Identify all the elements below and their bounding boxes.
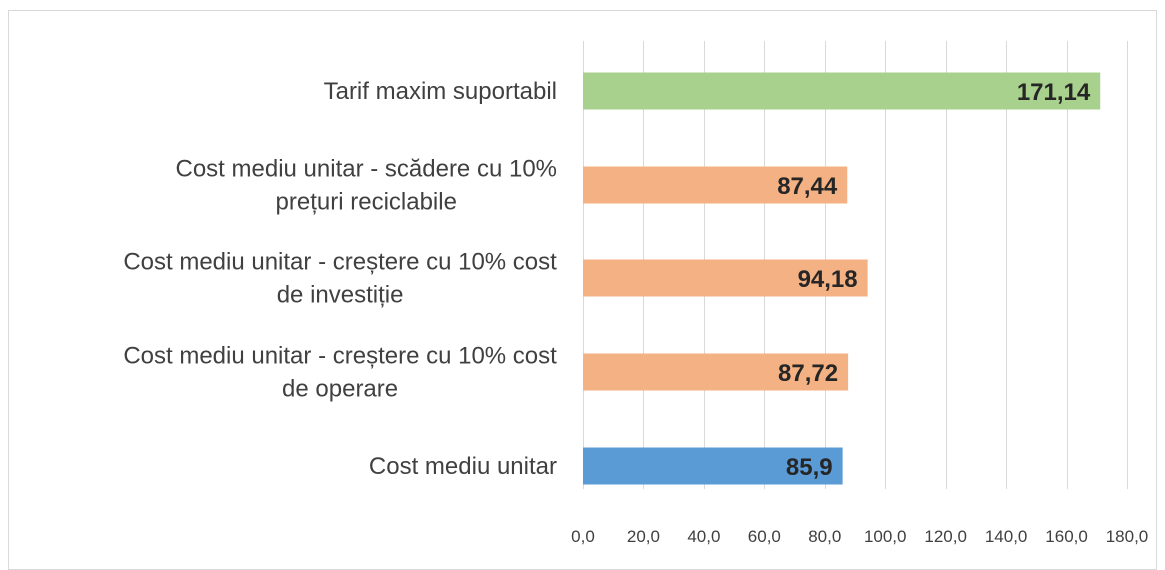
x-tick-label: 140,0 — [985, 527, 1028, 546]
x-tick-label: 60,0 — [748, 527, 781, 546]
x-tick-label: 20,0 — [627, 527, 660, 546]
x-tick-label: 180,0 — [1106, 527, 1149, 546]
category-label: Cost mediu unitar - scădere cu 10% prețur… — [175, 156, 557, 216]
category-label-line: de operare — [282, 376, 398, 403]
data-label: 87,44 — [777, 173, 838, 200]
x-axis-tick-labels: 0,0 20,0 40,0 60,0 80,0 100,0 120,0 140,0 160,0 1… — [571, 527, 1148, 546]
x-tick-label: 80,0 — [808, 527, 841, 546]
bars — [583, 72, 1101, 485]
x-tick-label: 160,0 — [1045, 527, 1088, 546]
category-labels: Tarif maxim suportabil Cost mediu unitar … — [123, 78, 557, 480]
category-label-line: Cost mediu unitar - creștere cu 10% cost — [123, 249, 557, 276]
category-label-line: Cost mediu unitar - scădere cu 10% — [175, 156, 557, 183]
x-tick-label: 100,0 — [864, 527, 907, 546]
category-label: Cost mediu unitar — [369, 453, 557, 480]
category-label: Cost mediu unitar - creștere cu 10% cost… — [123, 249, 557, 309]
x-tick-label: 120,0 — [924, 527, 967, 546]
category-label-line: Cost mediu unitar - creștere cu 10% cost — [123, 343, 557, 370]
data-label: 87,72 — [778, 360, 838, 387]
data-labels: 171,14 87,44 94,18 87,72 85,9 — [777, 79, 1091, 481]
data-label: 171,14 — [1017, 79, 1091, 106]
x-tick-label: 40,0 — [687, 527, 720, 546]
data-label: 85,9 — [786, 454, 833, 481]
category-label: Tarif maxim suportabil — [324, 78, 557, 105]
bar — [583, 353, 849, 391]
data-label: 94,18 — [798, 266, 858, 293]
bar — [583, 166, 848, 204]
bar — [583, 72, 1101, 110]
category-label-line: Cost mediu unitar — [369, 453, 557, 480]
category-label-line: Tarif maxim suportabil — [324, 78, 557, 105]
bar — [583, 259, 868, 297]
category-label-line: de investiție — [277, 282, 404, 309]
chart-frame: Tarif maxim suportabil Cost mediu unitar … — [8, 10, 1157, 570]
bar-chart: Tarif maxim suportabil Cost mediu unitar … — [123, 41, 1148, 546]
category-label-line: prețuri reciclabile — [276, 189, 457, 216]
bar — [583, 447, 843, 485]
x-tick-label: 0,0 — [571, 527, 595, 546]
category-label: Cost mediu unitar - creștere cu 10% cost… — [123, 343, 557, 403]
